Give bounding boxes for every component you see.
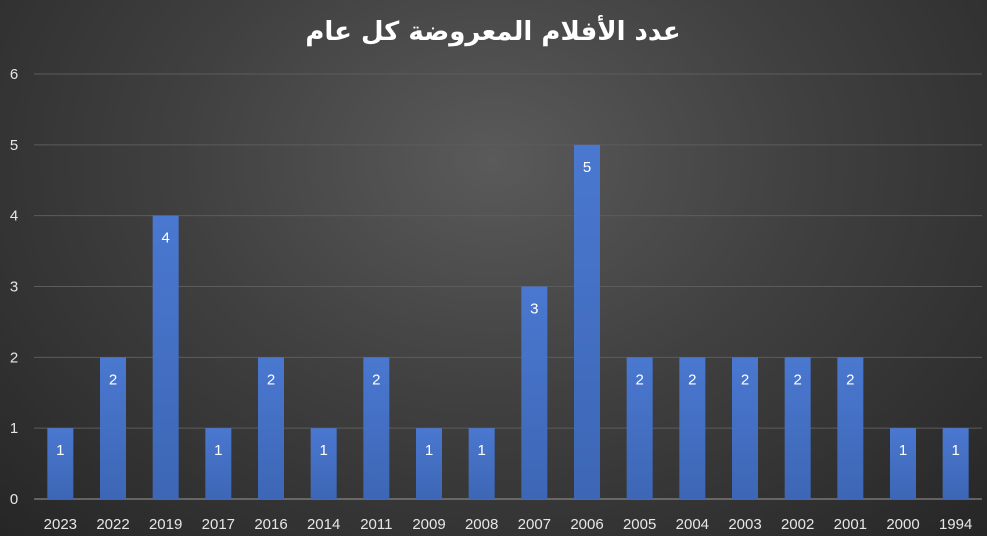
x-tick-label: 2009 (412, 516, 445, 533)
y-tick-label: 3 (10, 279, 18, 296)
y-tick-label: 4 (10, 208, 18, 225)
data-label: 5 (583, 159, 591, 176)
data-label: 2 (846, 371, 854, 388)
x-tick-label: 2001 (834, 516, 867, 533)
bar (100, 357, 126, 499)
x-tick-label: 2014 (307, 516, 340, 533)
bar (416, 428, 442, 499)
data-label: 1 (214, 442, 222, 459)
data-label: 2 (793, 371, 801, 388)
bars (47, 144, 969, 500)
data-label: 2 (635, 371, 643, 388)
x-tick-label: 2023 (44, 516, 77, 533)
bar (942, 428, 969, 499)
x-tick-label: 2004 (676, 516, 709, 533)
x-axis: 2023 2022 2019 2017 2016 2014 2011 2009 2008 2007… (44, 516, 973, 533)
bar (574, 144, 600, 500)
bar (152, 215, 179, 499)
data-label: 2 (688, 371, 696, 388)
data-label: 1 (319, 442, 327, 459)
data-label: 1 (899, 442, 907, 459)
chart-title: عدد الأفلام المعروضة كل عام (305, 15, 680, 47)
bar (732, 357, 758, 499)
y-axis: 0 1 2 3 4 5 6 (10, 66, 18, 508)
bar (363, 357, 390, 499)
x-tick-label: 2000 (886, 516, 919, 533)
data-label: 1 (951, 442, 959, 459)
y-tick-label: 6 (10, 66, 18, 83)
x-tick-label: 2011 (360, 516, 392, 533)
data-label: 1 (477, 442, 485, 459)
x-tick-label: 2022 (96, 516, 129, 533)
data-label: 2 (267, 371, 275, 388)
x-tick-label: 2019 (149, 516, 182, 533)
y-tick-label: 1 (10, 420, 18, 437)
data-label: 2 (741, 371, 749, 388)
x-tick-label: 2016 (254, 516, 287, 533)
x-tick-label: 2008 (465, 516, 498, 533)
bar (521, 286, 548, 499)
y-tick-label: 2 (10, 349, 18, 366)
data-label: 3 (530, 301, 538, 318)
x-tick-label: 2005 (623, 516, 656, 533)
bar (784, 357, 811, 499)
y-tick-label: 0 (10, 491, 18, 508)
data-labels: 1 2 4 1 2 1 2 1 1 3 5 2 2 2 2 2 1 1 (56, 159, 960, 459)
bar (679, 357, 706, 499)
bar (310, 428, 337, 499)
bar (47, 428, 74, 499)
x-tick-label: 2007 (518, 516, 551, 533)
data-label: 4 (161, 230, 169, 247)
bar (890, 428, 916, 499)
bar (258, 357, 284, 499)
x-tick-label: 2003 (728, 516, 761, 533)
x-tick-label: 2002 (781, 516, 814, 533)
bar (205, 428, 232, 499)
data-label: 1 (56, 442, 64, 459)
bar (468, 428, 495, 499)
x-tick-label: 2006 (570, 516, 603, 533)
data-label: 2 (109, 371, 117, 388)
y-tick-label: 5 (10, 137, 18, 154)
gridlines (34, 73, 982, 500)
x-tick-label: 2017 (202, 516, 235, 533)
x-tick-label: 1994 (939, 516, 972, 533)
bar (626, 357, 653, 499)
data-label: 1 (425, 442, 433, 459)
data-label: 2 (372, 371, 380, 388)
bar (837, 357, 864, 499)
